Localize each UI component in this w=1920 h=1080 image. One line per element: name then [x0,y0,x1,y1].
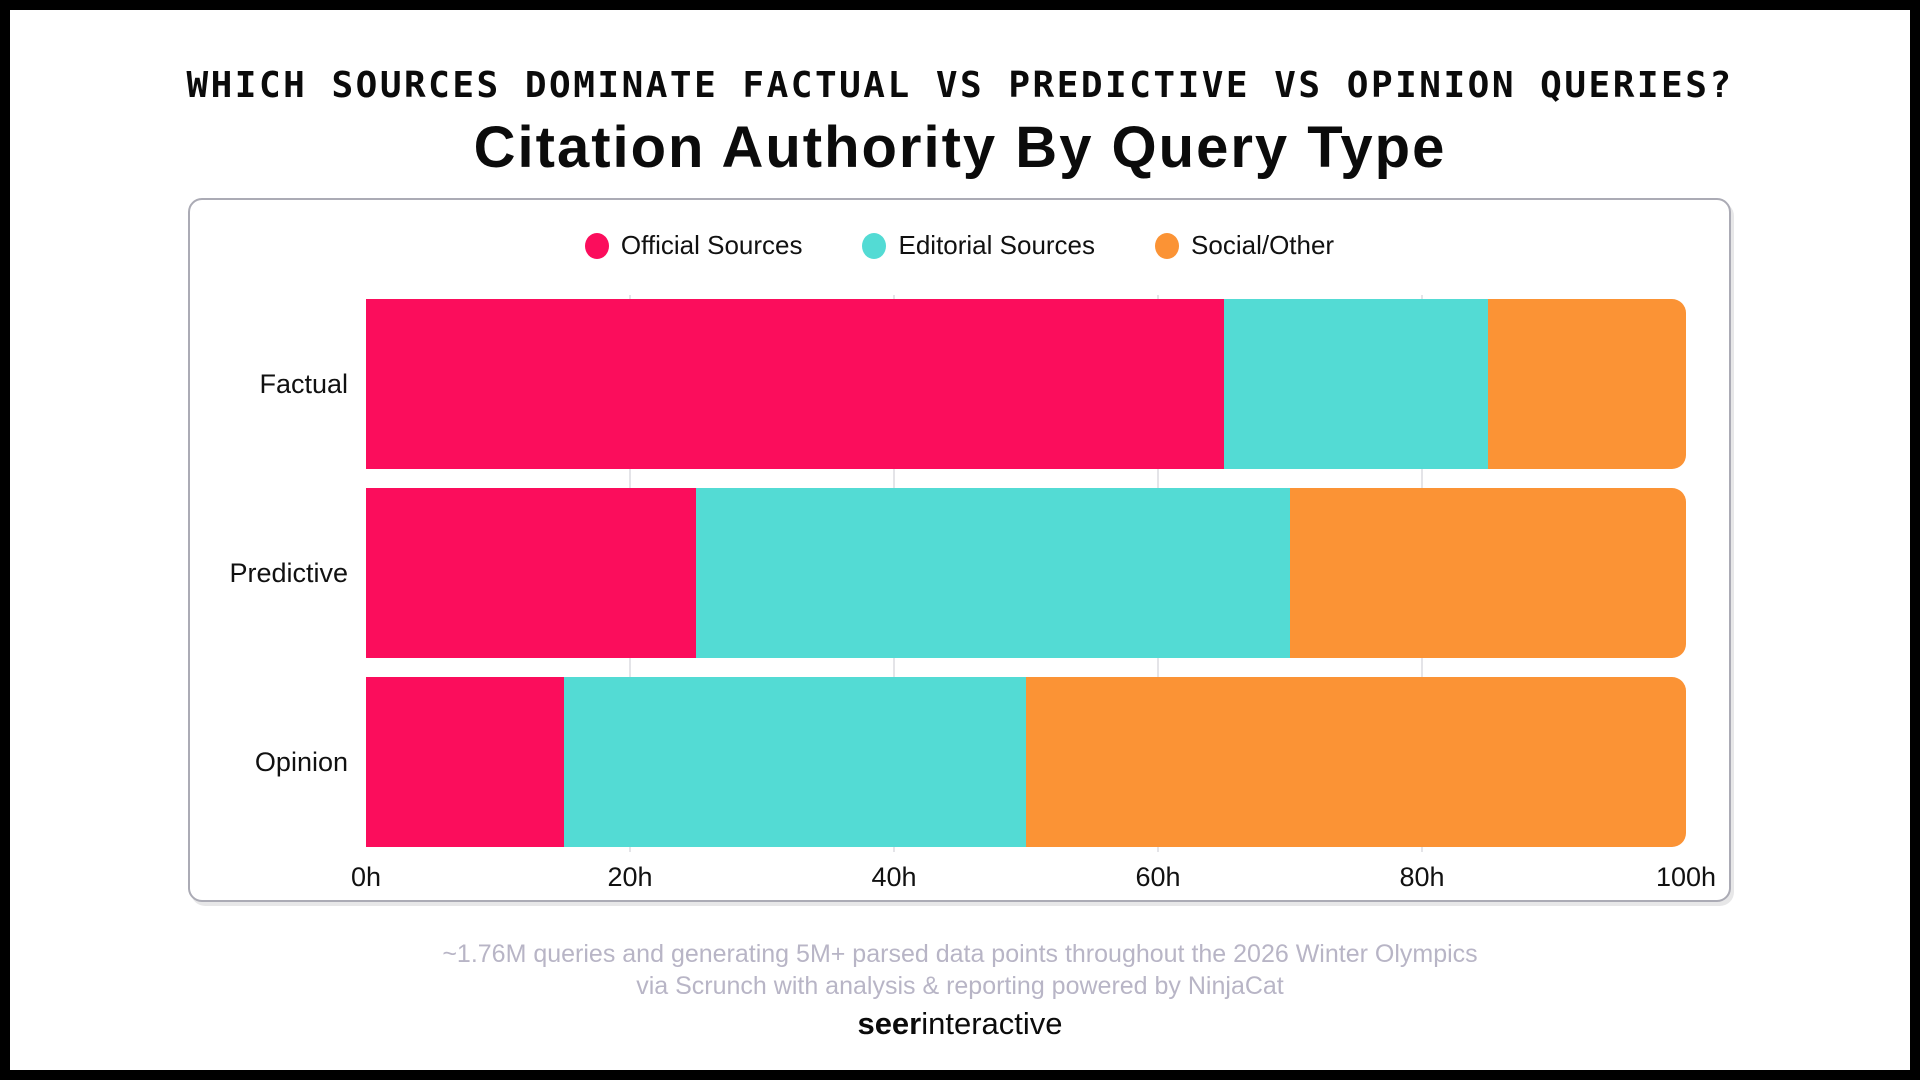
logo-text-regular: interactive [921,1006,1063,1041]
legend-label: Editorial Sources [898,230,1096,260]
legend-dot-editorial-sources-icon [862,232,887,259]
chart-row-opinion: Opinion [190,677,1686,847]
x-tick-label-60: 60h [1135,862,1181,892]
bar-segment-opinion-social-other [1026,677,1686,847]
bar-track-factual [366,299,1686,469]
legend-item-official-sources: Official Sources [584,230,803,261]
logo-text-bold: seer [857,1006,922,1041]
chart-row-factual: Factual [190,299,1686,469]
legend-label: Social/Other [1191,230,1335,260]
bar-segment-factual-editorial-sources [1224,299,1488,469]
bar-segment-predictive-official-sources [366,488,696,658]
category-label-factual: Factual [259,368,348,399]
bar-segment-opinion-editorial-sources [564,677,1026,847]
bar-segment-factual-official-sources [366,299,1224,469]
x-tick-label-80: 80h [1399,862,1445,892]
chart-title: Citation Authority By Query Type [473,115,1447,180]
legend-dot-official-sources-icon [584,232,609,259]
legend-label: Official Sources [620,230,803,260]
category-label-opinion: Opinion [254,746,348,777]
chart-legend: Official Sources Editorial Sources Social/… [190,230,1729,261]
bar-track-predictive [366,488,1686,658]
chart-plot-area: Factual Predictive Opinion [190,299,1686,847]
bar-segment-opinion-official-sources [366,677,564,847]
bar-segment-factual-social-other [1488,299,1686,469]
chart-card: Official Sources Editorial Sources Social/… [188,198,1731,902]
bar-track-opinion [366,677,1686,847]
legend-item-editorial-sources: Editorial Sources [862,230,1095,261]
category-label-predictive: Predictive [229,557,348,588]
footnote-line-2: via Scrunch with analysis & reporting po… [636,972,1284,1000]
seer-interactive-logo: seerinteractive [10,1006,1910,1042]
bar-segment-predictive-social-other [1290,488,1686,658]
x-axis: 0h 20h 40h 60h 80h 100h [351,862,1716,902]
x-tick-label-100: 100h [1655,862,1717,892]
x-tick-label-20: 20h [607,862,653,892]
legend-item-social-other: Social/Other [1155,230,1334,261]
chart-row-predictive: Predictive [190,488,1686,658]
chart-kicker: WHICH SOURCES DOMINATE FACTUAL VS PREDIC… [186,65,1734,106]
x-tick-label-40: 40h [871,862,917,892]
x-tick-label-0: 0h [350,862,382,892]
bar-segment-predictive-editorial-sources [696,488,1290,658]
legend-dot-social-other-icon [1155,232,1180,259]
footnote-line-1: ~1.76M queries and generating 5M+ parsed… [442,940,1478,968]
